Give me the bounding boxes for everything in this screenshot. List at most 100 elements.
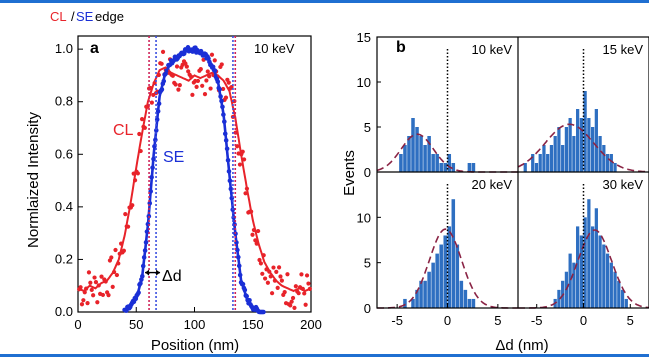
- cl-data-point: [303, 302, 308, 307]
- cl-data-point: [177, 83, 182, 88]
- cl-data-point: [285, 272, 290, 277]
- cl-data-point: [123, 212, 128, 217]
- panel-b-ytick-label: 0: [364, 301, 371, 316]
- panel-a-ytick-label: 0.2: [55, 251, 73, 266]
- cl-data-point: [85, 301, 90, 306]
- histogram-bar: [553, 136, 557, 172]
- cl-data-point: [205, 69, 210, 74]
- panel-b-ytick-label: 5: [364, 120, 371, 135]
- cl-data-point: [194, 84, 199, 89]
- histogram-energy-label: 15 keV: [603, 42, 644, 57]
- cl-data-point: [200, 83, 205, 88]
- histogram-energy-label: 20 keV: [472, 177, 513, 192]
- histogram-bar: [538, 154, 542, 172]
- cl-data-point: [260, 271, 265, 276]
- panel-b-label: b: [396, 39, 406, 56]
- panel-a-title-se: SE: [76, 9, 94, 24]
- histogram-bar: [439, 244, 443, 308]
- histogram-bar: [447, 226, 452, 308]
- panel-b-xlabel: Δd (nm): [495, 337, 548, 354]
- panel-b-ytick-label: 10: [357, 75, 371, 90]
- histogram-bar: [411, 118, 415, 172]
- histogram-bar: [594, 208, 598, 308]
- histogram-energy-label: 30 keV: [603, 177, 644, 192]
- cl-data-point: [184, 64, 189, 69]
- panel-b-xtick-label: -5: [531, 313, 543, 328]
- histogram-bar: [605, 253, 610, 308]
- histogram-bar: [576, 109, 580, 172]
- panel-a-ytick-label: 1.0: [55, 41, 73, 56]
- histogram-bar: [594, 109, 598, 172]
- gaussian-fit-curve: [377, 228, 518, 309]
- histogram-bar: [613, 271, 617, 308]
- histogram-bar: [557, 127, 561, 172]
- cl-data-point: [212, 58, 217, 63]
- histogram-bar: [403, 145, 407, 172]
- cl-data-point: [93, 280, 99, 285]
- cl-data-point: [173, 82, 178, 87]
- histogram-bar: [443, 163, 447, 172]
- cl-data-point: [202, 91, 208, 97]
- cl-curve-label: CL: [113, 122, 134, 139]
- cl-data-point: [110, 284, 115, 289]
- histogram-bar: [439, 163, 443, 172]
- histogram-bar: [605, 154, 610, 172]
- cl-data-point: [114, 272, 120, 278]
- cl-data-point: [190, 92, 195, 97]
- histogram-bar: [431, 262, 435, 308]
- cl-fit-curve: [77, 66, 312, 293]
- panel-a-xlabel: Position (nm): [151, 337, 239, 354]
- cl-data-point: [274, 269, 279, 274]
- histogram-bar: [467, 163, 472, 172]
- cl-data-point: [88, 280, 93, 285]
- cl-data-point: [243, 191, 248, 196]
- delta-d-arrowhead: [145, 269, 150, 276]
- cl-data-point: [302, 291, 307, 296]
- cl-data-point: [106, 293, 111, 298]
- panel-b-ytick-label: 10: [357, 210, 371, 225]
- panel-b-ytick-label: 15: [357, 30, 371, 45]
- histogram-bar: [415, 127, 419, 172]
- panel-b-ytick-label: 5: [364, 256, 371, 271]
- histogram-bar: [399, 154, 403, 172]
- histogram-bar: [411, 298, 415, 308]
- histogram-bar: [602, 244, 606, 308]
- histogram-bar: [598, 136, 602, 172]
- cl-data-point: [292, 305, 297, 310]
- histogram-bar: [583, 91, 587, 172]
- cl-data-point: [235, 144, 240, 149]
- histogram-bar: [542, 145, 546, 172]
- histogram-bar: [423, 280, 427, 308]
- histogram-bar: [431, 154, 435, 172]
- panel-a-ytick-label: 0.0: [55, 304, 73, 319]
- histogram-bar: [447, 154, 452, 172]
- cl-data-point: [306, 281, 311, 286]
- panel-a-label: a: [90, 40, 99, 57]
- histogram-bar: [471, 298, 476, 308]
- cl-data-point: [304, 273, 310, 278]
- histogram-bar: [546, 154, 550, 172]
- histogram-bar: [451, 199, 456, 308]
- histogram-bar: [590, 226, 595, 308]
- panel-b-ylabel: Events: [341, 150, 358, 196]
- histogram-bar: [467, 298, 472, 308]
- cl-data-point: [186, 69, 191, 74]
- cl-data-point: [256, 228, 261, 234]
- panel-b-xtick-label: -5: [391, 313, 403, 328]
- cl-data-point: [89, 287, 94, 293]
- panel-a-title-slash: /: [71, 9, 75, 24]
- panel-b-xtick-label: 0: [444, 313, 451, 328]
- histogram-bar: [572, 136, 576, 172]
- histogram-bar: [459, 280, 464, 308]
- cl-data-point: [221, 86, 226, 92]
- cl-data-point: [135, 171, 140, 176]
- histogram-bar: [403, 298, 407, 308]
- delta-d-arrowhead: [156, 269, 161, 276]
- histogram-bar: [609, 262, 613, 308]
- panel-a-ytick-label: 0.4: [55, 199, 73, 214]
- cl-data-point: [113, 247, 118, 253]
- gaussian-fit-curve: [376, 133, 518, 173]
- cl-data-point: [109, 255, 114, 260]
- histogram-bar: [598, 235, 602, 308]
- cl-data-point: [159, 61, 164, 66]
